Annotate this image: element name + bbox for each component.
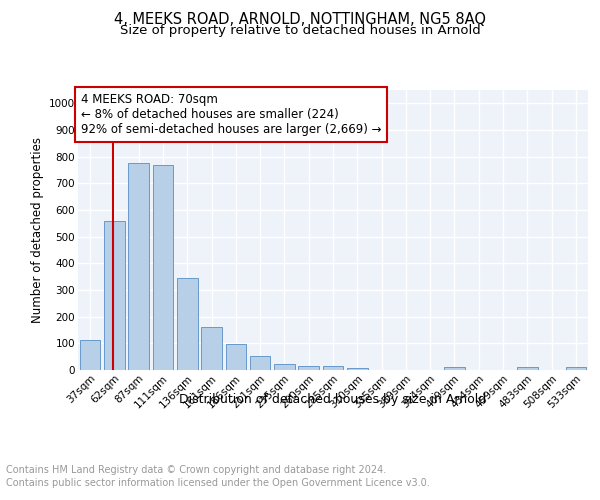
Bar xyxy=(347,368,368,370)
Bar xyxy=(566,368,586,370)
Y-axis label: Number of detached properties: Number of detached properties xyxy=(31,137,44,323)
Bar xyxy=(128,162,149,370)
Bar xyxy=(152,164,173,370)
Bar xyxy=(517,368,538,370)
Bar xyxy=(323,366,343,370)
Text: 4 MEEKS ROAD: 70sqm
← 8% of detached houses are smaller (224)
92% of semi-detach: 4 MEEKS ROAD: 70sqm ← 8% of detached hou… xyxy=(80,93,381,136)
Bar xyxy=(250,356,271,370)
Text: Size of property relative to detached houses in Arnold: Size of property relative to detached ho… xyxy=(119,24,481,37)
Bar xyxy=(104,222,125,370)
Bar xyxy=(298,366,319,370)
Text: Distribution of detached houses by size in Arnold: Distribution of detached houses by size … xyxy=(179,392,487,406)
Text: Contains HM Land Registry data © Crown copyright and database right 2024.: Contains HM Land Registry data © Crown c… xyxy=(6,465,386,475)
Bar xyxy=(80,340,100,370)
Text: Contains public sector information licensed under the Open Government Licence v3: Contains public sector information licen… xyxy=(6,478,430,488)
Bar xyxy=(226,344,246,370)
Bar xyxy=(274,364,295,370)
Bar xyxy=(201,328,222,370)
Text: 4, MEEKS ROAD, ARNOLD, NOTTINGHAM, NG5 8AQ: 4, MEEKS ROAD, ARNOLD, NOTTINGHAM, NG5 8… xyxy=(114,12,486,28)
Bar xyxy=(444,368,465,370)
Bar xyxy=(177,278,197,370)
